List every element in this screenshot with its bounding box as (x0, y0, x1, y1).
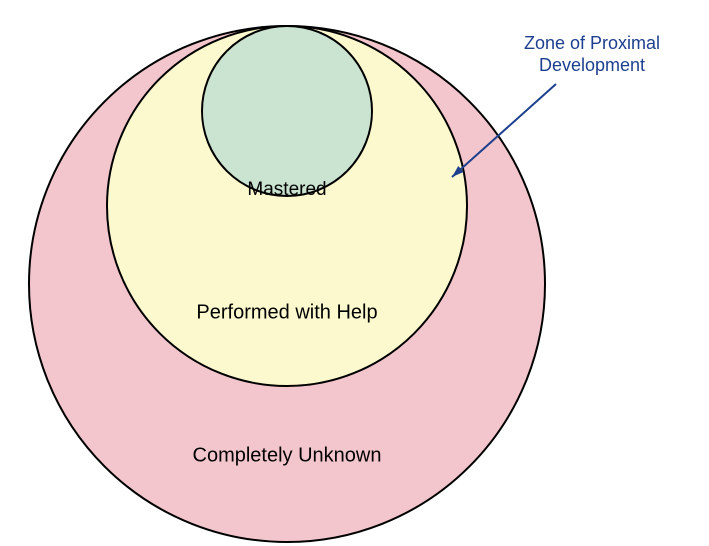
label-inner: Mastered (247, 179, 326, 200)
label-outer: Completely Unknown (193, 444, 382, 466)
label-middle: Performed with Help (196, 301, 377, 323)
circle-inner (202, 26, 372, 196)
zpd-diagram: Completely Unknown Performed with Help Mas… (0, 0, 709, 546)
annotation-line-1: Zone of Proximal (524, 33, 660, 53)
annotation-line-2: Development (539, 55, 645, 75)
